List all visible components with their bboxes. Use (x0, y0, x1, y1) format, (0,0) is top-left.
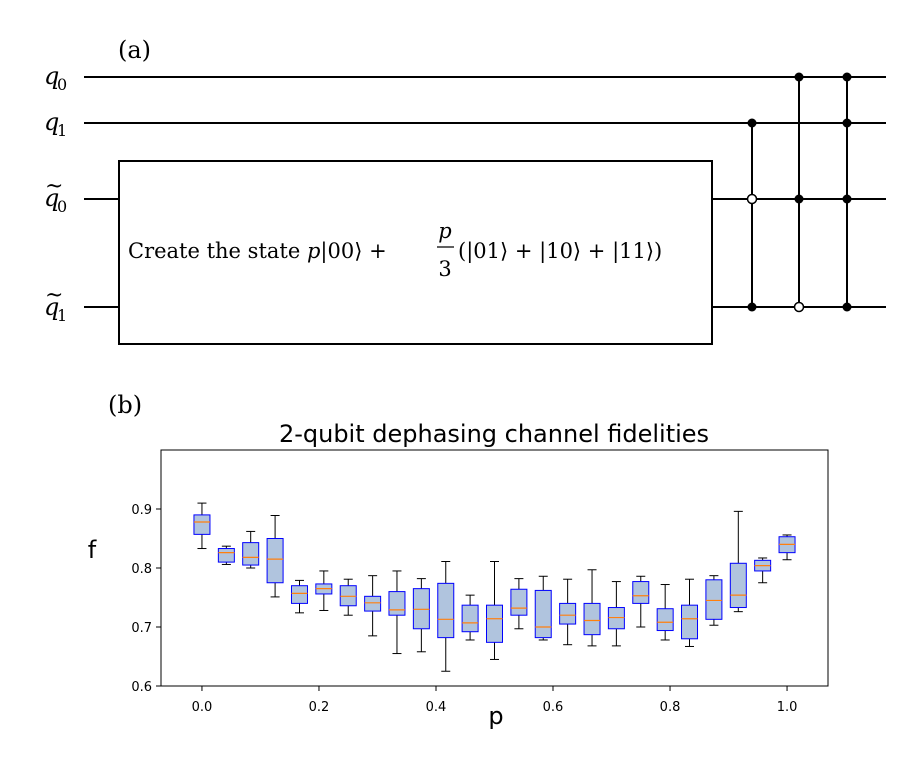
x-axis-label: p (488, 702, 503, 730)
box-body (364, 595, 382, 612)
box-item (266, 514, 284, 598)
box-item (632, 575, 650, 628)
box-body (242, 542, 260, 566)
box-item (193, 502, 211, 550)
box-item (315, 570, 333, 611)
state-prep-text: Create the state p|00⟩ + (128, 239, 387, 264)
chart-title: 2-qubit dephasing channel fidelities (279, 420, 709, 448)
x-tick-label: 0.8 (660, 700, 681, 715)
x-tick-label: 0.2 (309, 700, 330, 715)
fraction-numerator: p (438, 219, 451, 243)
box-body (729, 562, 747, 609)
box-body (559, 602, 577, 625)
y-tick-label: 0.6 (131, 680, 152, 695)
box-item (583, 569, 601, 647)
wire-label-base: q (44, 184, 59, 212)
tilde-mark: ~ (45, 174, 63, 199)
box-body (583, 602, 601, 636)
box-item (217, 545, 235, 565)
box-body (290, 585, 308, 604)
box-item (461, 594, 479, 641)
state-prep-rest: (|01⟩ + |10⟩ + |11⟩) (458, 239, 662, 264)
box-item (486, 561, 503, 660)
box-body (534, 589, 552, 639)
control-dot-open (746, 193, 758, 205)
box-body (656, 608, 674, 632)
circuit-panel: (a) q 0 q 1 ~ q 0 ~ q 1 Create the s (44, 36, 886, 345)
wire-label-base: q (44, 293, 59, 321)
box-body (217, 548, 235, 563)
box-item (778, 534, 796, 561)
control-dot-filled (842, 118, 852, 128)
box-item (364, 575, 382, 637)
control-dot-filled (842, 72, 852, 82)
plot-area: 0.0 0.2 0.4 0.6 0.8 1.0 0.6 0.7 0.8 0.9 (131, 502, 798, 715)
box-item (388, 570, 406, 655)
box-item (534, 575, 552, 641)
box-body (193, 514, 211, 535)
box-body (681, 604, 699, 640)
box-item (339, 578, 357, 616)
control-dot-filled (747, 302, 757, 312)
box-body (705, 579, 723, 620)
box-body (266, 538, 284, 584)
box-item (705, 575, 723, 626)
state-prep-label: Create the state p|00⟩ + p 3 (|01⟩ + |10… (128, 219, 662, 281)
box-body (461, 604, 479, 633)
box-body (388, 591, 406, 616)
control-dot-filled (842, 194, 852, 204)
box-item (412, 578, 430, 653)
control-dot-open (793, 301, 805, 313)
control-dot-filled (794, 194, 804, 204)
x-tick-label: 0.4 (426, 700, 447, 715)
plot-frame (160, 449, 829, 687)
box-item (559, 578, 577, 646)
panel-label-a: (a) (118, 36, 151, 64)
wire-label-q1: q 1 (44, 108, 67, 140)
x-tick-label: 0.0 (192, 700, 213, 715)
box-item (437, 561, 455, 672)
control-dot-filled (794, 72, 804, 82)
panel-label-b: (b) (108, 391, 142, 419)
chart-panel: (b) 2-qubit dephasing channel fidelities… (88, 391, 829, 730)
box-item (607, 581, 625, 647)
wire-label-sub: 0 (57, 75, 67, 94)
wire-label-q0-tilde: ~ q 0 (44, 174, 67, 216)
x-tick-label: 0.6 (543, 700, 564, 715)
box-item (681, 578, 699, 647)
box-item (729, 510, 747, 613)
box-item (242, 530, 260, 569)
wire-label-sub: 1 (57, 306, 67, 325)
controlled-gates (746, 72, 852, 313)
box-item (754, 557, 772, 584)
box-item (656, 584, 674, 641)
wire-label-base: q (44, 62, 59, 90)
wire-label-q0: q 0 (44, 62, 67, 94)
fraction-denominator: 3 (438, 257, 451, 281)
y-tick-label: 0.7 (131, 621, 152, 636)
box-body (437, 582, 455, 639)
tilde-mark: ~ (45, 283, 63, 308)
y-axis-label: f (88, 536, 97, 564)
y-tick-label: 0.9 (131, 503, 152, 518)
wire-label-base: q (44, 108, 59, 136)
box-body (510, 588, 528, 616)
box-body (486, 604, 503, 643)
y-tick-label: 0.8 (131, 562, 152, 577)
box-body (632, 581, 650, 604)
wire-label-sub: 0 (57, 197, 67, 216)
x-tick-label: 1.0 (777, 700, 798, 715)
wire-label-q1-tilde: ~ q 1 (44, 283, 67, 325)
state-prep-box (118, 160, 713, 345)
box-item (510, 578, 528, 630)
control-dot-filled (842, 302, 852, 312)
box-item (290, 579, 308, 614)
control-dot-filled (747, 118, 757, 128)
wire-label-sub: 1 (57, 121, 67, 140)
